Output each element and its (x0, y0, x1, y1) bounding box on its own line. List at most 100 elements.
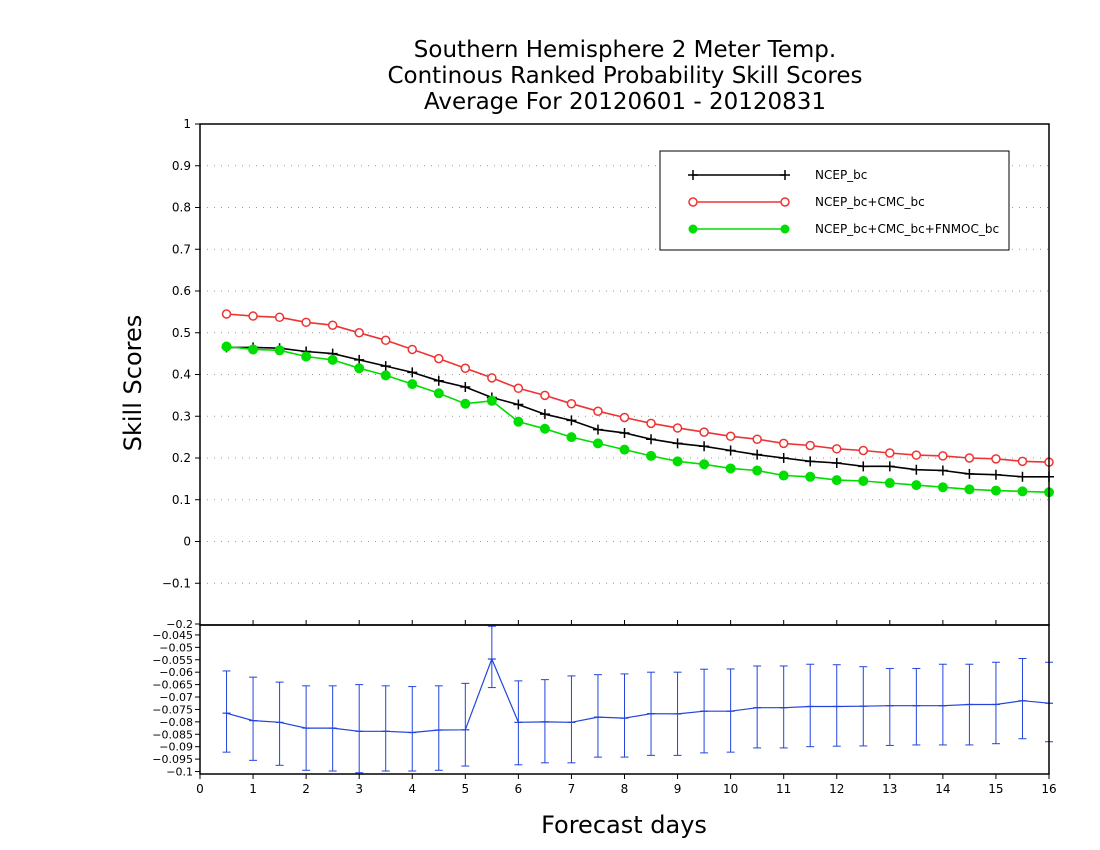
data-point (487, 373, 497, 383)
top-panel-y-ticks: −0.1 0 0.1 0.2 0.3 0.4 0.5 0.6 0.7 0.8 0.9 1 (162, 117, 200, 590)
x-tick-label: 1 (249, 782, 257, 796)
data-point (301, 351, 312, 362)
data-point (221, 309, 232, 319)
data-point (937, 465, 948, 476)
legend-marker (688, 170, 698, 180)
data-point (248, 311, 258, 321)
data-point (646, 434, 657, 445)
title-line-2: Continous Ranked Probability Skill Score… (387, 63, 862, 89)
legend-label: NCEP_bc+CMC_bc+FNMOC_bc (815, 222, 999, 236)
series-line (226, 346, 1049, 478)
data-point (885, 448, 895, 458)
data-point (858, 445, 869, 456)
data-point (752, 434, 762, 444)
data-point (672, 423, 683, 433)
chart-title: Southern Hemisphere 2 Meter Temp. Contin… (387, 37, 862, 115)
data-point (752, 465, 763, 476)
series-2 (221, 341, 1054, 498)
top-y-tick-label: 0.7 (172, 242, 191, 256)
legend-marker (780, 197, 790, 207)
data-point (566, 398, 577, 409)
data-point (380, 361, 391, 372)
x-tick-label: 16 (1041, 782, 1056, 796)
data-point (911, 464, 922, 475)
legend-marker (780, 224, 790, 234)
data-point (486, 395, 497, 406)
top-y-tick-label: 1 (183, 117, 191, 131)
data-point (380, 335, 391, 346)
data-point (778, 438, 789, 449)
data-point (752, 449, 763, 460)
data-point (646, 450, 657, 461)
data-point (434, 353, 444, 364)
data-point (301, 317, 311, 328)
data-point (990, 469, 1001, 480)
data-point (672, 456, 683, 467)
title-line-3: Average For 20120601 - 20120831 (424, 89, 826, 115)
data-point (619, 412, 630, 423)
top-y-tick-label: 0 (183, 535, 191, 549)
data-point (964, 484, 975, 495)
x-axis-label: Forecast days (541, 811, 707, 839)
data-point (699, 459, 710, 470)
bottom-y-tick-label: −0.08 (159, 716, 193, 729)
bottom-y-tick-label: −0.09 (159, 741, 193, 754)
data-point (592, 424, 603, 435)
data-point (221, 341, 232, 352)
data-point (858, 461, 869, 472)
x-tick-label: 4 (408, 782, 416, 796)
x-tick-label: 7 (568, 782, 576, 796)
x-tick-label: 15 (988, 782, 1003, 796)
top-y-tick-label: 0.3 (172, 409, 191, 423)
data-point (805, 471, 816, 482)
title-line-1: Southern Hemisphere 2 Meter Temp. (414, 37, 836, 63)
bottom-panel-series (222, 625, 1053, 774)
x-tick-label: 2 (302, 782, 310, 796)
x-tick-label: 11 (776, 782, 791, 796)
data-point (433, 388, 444, 399)
data-point (380, 370, 391, 381)
bottom-y-tick-label: −0.06 (159, 666, 193, 679)
legend-label: NCEP_bc+CMC_bc (815, 195, 925, 209)
x-tick-label: 9 (674, 782, 682, 796)
data-point (884, 461, 895, 472)
data-point (831, 458, 842, 469)
data-point (354, 354, 365, 365)
data-point (1017, 486, 1028, 497)
data-point (539, 409, 550, 420)
bottom-y-tick-label: −0.07 (159, 691, 193, 704)
data-point (407, 379, 418, 390)
y-axis-label: Skill Scores (119, 315, 147, 452)
data-point (327, 354, 338, 365)
data-point (460, 398, 471, 409)
top-panel-series (221, 309, 1054, 498)
data-point (832, 444, 842, 454)
data-point (699, 427, 709, 437)
x-axis-ticks: 0 1 2 3 4 5 6 7 8 9 10 11 12 13 14 15 16 (196, 620, 1057, 796)
bottom-y-tick-label: −0.085 (152, 728, 193, 741)
data-point (938, 451, 948, 461)
bottom-y-tick-label: −0.2 (166, 618, 193, 631)
data-point (619, 444, 630, 455)
data-point (407, 344, 417, 355)
data-point (566, 415, 577, 426)
data-point (778, 453, 789, 463)
top-y-tick-label: 0.2 (172, 451, 191, 465)
data-point (1017, 471, 1028, 482)
top-y-tick-label: 0.6 (172, 284, 191, 298)
legend-marker (780, 170, 790, 180)
x-tick-label: 5 (461, 782, 469, 796)
bottom-y-tick-label: −0.045 (152, 629, 193, 642)
legend-box (659, 150, 1010, 251)
data-point (725, 463, 736, 474)
data-point (646, 418, 656, 429)
data-point (354, 363, 365, 374)
data-point (274, 345, 285, 356)
data-point (619, 427, 630, 438)
top-y-tick-label: 0.8 (172, 201, 191, 215)
bottom-y-tick-label: −0.05 (159, 641, 193, 654)
series-line (226, 313, 1050, 463)
legend-label: NCEP_bc (815, 168, 867, 182)
data-point (539, 423, 550, 434)
data-point (805, 456, 816, 467)
